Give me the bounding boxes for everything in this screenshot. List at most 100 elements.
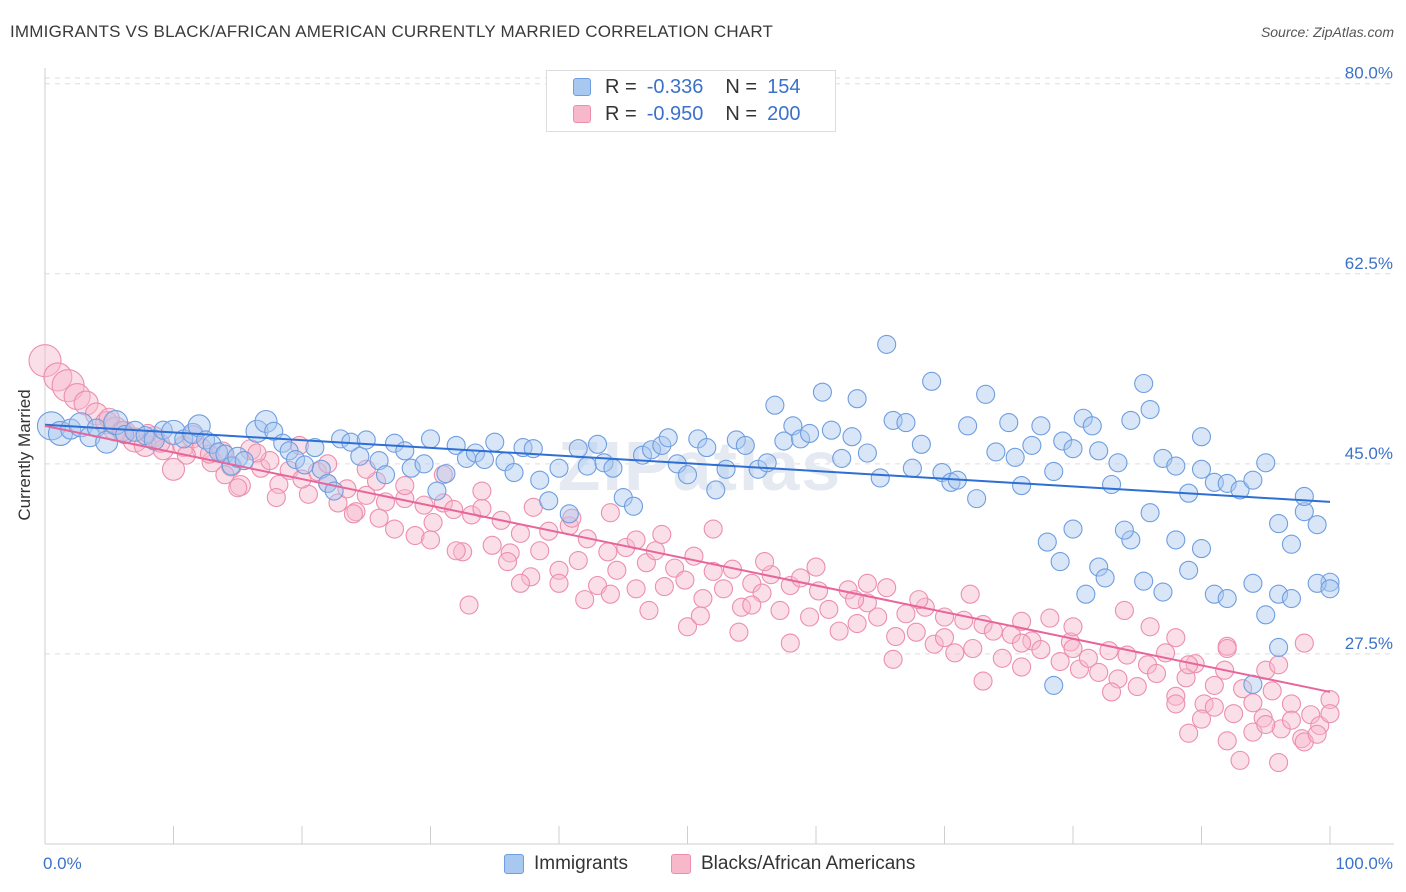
immigrants-data-point bbox=[958, 416, 978, 436]
immigrants-data-point bbox=[976, 384, 996, 404]
immigrants-data-point bbox=[414, 454, 434, 474]
black-data-point bbox=[742, 595, 762, 615]
immigrants-data-point bbox=[1140, 503, 1160, 523]
immigrants-data-point bbox=[587, 434, 608, 454]
immigrants-data-point bbox=[1243, 573, 1263, 593]
immigrants-data-point bbox=[791, 429, 811, 449]
black-data-point bbox=[1127, 676, 1147, 697]
black-data-point bbox=[405, 525, 425, 546]
immigrants-data-point bbox=[254, 409, 278, 434]
immigrants-data-point bbox=[1031, 416, 1051, 436]
immigrants-data-point bbox=[603, 458, 623, 478]
black-data-point bbox=[1217, 731, 1237, 751]
y-tick-label: 80.0% bbox=[1345, 64, 1393, 83]
black-data-point bbox=[654, 577, 674, 597]
black-data-point bbox=[677, 617, 698, 637]
black-data-point bbox=[549, 560, 569, 580]
black-data-point bbox=[639, 600, 659, 621]
black-data-point bbox=[806, 557, 826, 577]
black-data-point bbox=[138, 423, 158, 444]
black-data-point bbox=[1078, 648, 1098, 668]
legend-r-value: -0.336 bbox=[646, 75, 704, 98]
immigrants-data-point bbox=[832, 448, 852, 468]
immigrants-data-point bbox=[1089, 557, 1109, 577]
immigrants-data-point bbox=[999, 413, 1019, 433]
black-data-point bbox=[703, 561, 723, 581]
immigrants-data-point bbox=[1217, 588, 1237, 609]
black-data-point bbox=[459, 595, 479, 615]
black-data-point bbox=[28, 344, 62, 378]
black-data-point bbox=[1012, 633, 1032, 653]
black-data-point bbox=[1269, 655, 1289, 675]
black-data-point bbox=[1063, 617, 1083, 637]
axes bbox=[44, 68, 1394, 845]
black-data-point bbox=[626, 579, 646, 599]
immigrants-data-point bbox=[1082, 416, 1102, 436]
immigrants-data-point bbox=[504, 462, 524, 483]
legend-item-immigrants[interactable]: Immigrants bbox=[504, 851, 628, 877]
black-data-point bbox=[896, 604, 916, 624]
black-data-point bbox=[1191, 709, 1212, 729]
black-data-point bbox=[472, 481, 492, 501]
black-legend-swatch bbox=[671, 854, 691, 874]
black-data-point bbox=[819, 599, 839, 619]
immigrants-data-point bbox=[1140, 400, 1160, 420]
immigrants-data-point bbox=[513, 438, 533, 458]
black-data-point bbox=[963, 638, 983, 659]
immigrants-data-point bbox=[735, 435, 755, 455]
black-data-point bbox=[343, 504, 363, 524]
immigrants-data-point bbox=[1294, 486, 1314, 506]
immigrants-data-point bbox=[706, 480, 726, 500]
immigrants-data-point bbox=[922, 371, 942, 391]
immigrants-data-point bbox=[568, 439, 588, 459]
black-data-point bbox=[1114, 600, 1134, 621]
black-data-point bbox=[575, 590, 595, 610]
immigrants-data-point bbox=[716, 459, 736, 479]
immigrants-data-point bbox=[896, 413, 916, 433]
black-data-point bbox=[1281, 694, 1301, 714]
immigrants-points bbox=[36, 334, 1340, 695]
immigrants-data-point bbox=[821, 420, 841, 440]
black-data-point bbox=[369, 508, 389, 528]
black-data-point bbox=[1204, 675, 1224, 695]
immigrants-data-point bbox=[1243, 470, 1263, 490]
black-data-point bbox=[228, 478, 248, 498]
immigrants-data-point bbox=[677, 465, 698, 485]
black-data-point bbox=[1233, 679, 1253, 699]
black-data-point bbox=[1292, 729, 1312, 749]
black-data-point bbox=[1031, 640, 1051, 660]
black-data-point bbox=[1307, 724, 1327, 744]
tick-labels: 27.5% 45.0% 62.5% 80.0% 0.0% 100.0% bbox=[43, 64, 1393, 873]
immigrants-data-point bbox=[800, 423, 820, 444]
legend-item-black[interactable]: Blacks/African Americans bbox=[671, 851, 915, 877]
black-data-point bbox=[1269, 752, 1289, 773]
immigrants-data-point bbox=[436, 464, 456, 484]
black-data-point bbox=[63, 382, 91, 411]
black-data-point bbox=[1281, 710, 1301, 730]
black-data-point bbox=[675, 570, 695, 590]
source-label: Source: ZipAtlas.com bbox=[1260, 24, 1394, 40]
immigrants-data-point bbox=[641, 440, 662, 460]
immigrants-data-point bbox=[549, 458, 569, 478]
black-data-point bbox=[1146, 663, 1167, 684]
immigrants-data-point bbox=[1256, 605, 1276, 625]
black-data-point bbox=[1050, 651, 1070, 672]
black-data-point bbox=[472, 498, 492, 518]
black-data-point bbox=[847, 613, 867, 634]
immigrants-data-point bbox=[1005, 447, 1025, 467]
immigrants-data-point bbox=[1022, 435, 1042, 455]
immigrants-data-point bbox=[1044, 675, 1064, 695]
black-data-point bbox=[1089, 662, 1109, 682]
immigrants-data-point bbox=[967, 489, 987, 509]
immigrants-data-point bbox=[1269, 637, 1289, 657]
legend-n-label: N = bbox=[725, 75, 758, 98]
black-data-point bbox=[1320, 689, 1340, 710]
immigrants-data-point bbox=[697, 438, 717, 458]
black-data-point bbox=[924, 634, 944, 654]
immigrants-data-point bbox=[765, 395, 785, 415]
black-data-point bbox=[1179, 723, 1199, 743]
black-african-american-points bbox=[28, 344, 1340, 773]
immigrants-trend-line bbox=[44, 423, 1331, 503]
immigrants-data-point bbox=[870, 468, 890, 488]
immigrants-data-point bbox=[1294, 502, 1314, 522]
